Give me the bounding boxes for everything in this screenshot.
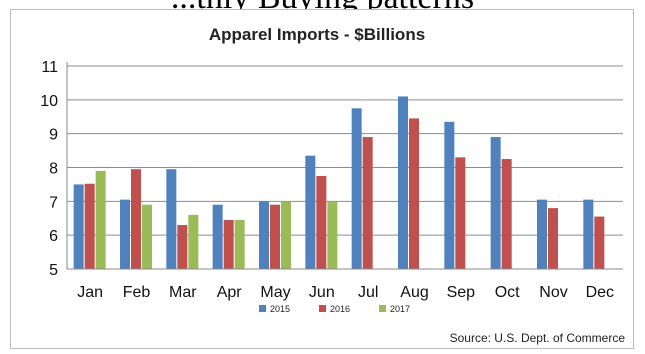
axes: 5 6 7 8 9 10 11 Jan Feb Mar Apr May Jun Jul Aug Sep Oct N… xyxy=(40,59,623,301)
bar-2015-apr xyxy=(212,204,223,269)
x-tick-label: May xyxy=(260,284,290,301)
legend-swatch-2016 xyxy=(319,305,326,312)
x-tick-label: Jun xyxy=(309,284,335,301)
bars xyxy=(73,96,605,270)
gridlines xyxy=(67,65,623,236)
bar-2016-apr xyxy=(223,219,234,269)
source-note: Source: U.S. Dept. of Commerce xyxy=(450,331,626,345)
bar-2015-dec xyxy=(583,199,594,269)
bar-2017-apr xyxy=(234,219,245,269)
legend-swatch-2017 xyxy=(379,305,386,312)
y-tick-label: 6 xyxy=(49,228,58,245)
bar-2015-sep xyxy=(444,121,455,269)
bar-2015-nov xyxy=(537,199,547,269)
bar-2016-jun xyxy=(316,175,327,269)
bar-2016-jan xyxy=(84,183,95,269)
bar-2015-feb xyxy=(120,199,130,269)
bar-2017-mar xyxy=(188,214,199,269)
bar-2015-may xyxy=(259,201,269,269)
legend-swatch-2015 xyxy=(259,305,266,312)
bar-2017-may xyxy=(281,201,291,269)
legend-label-2016: 2016 xyxy=(330,304,350,314)
y-tick-label: 8 xyxy=(49,161,58,178)
x-tick-label: Sep xyxy=(447,284,476,301)
chart-title: Apparel Imports - $Billions xyxy=(209,25,425,44)
legend: 2015 2016 2017 xyxy=(259,304,410,314)
y-tick-label: 7 xyxy=(49,194,58,211)
y-tick-label: 11 xyxy=(41,59,58,76)
x-tick-label: Oct xyxy=(495,284,520,301)
bar-2015-aug xyxy=(398,96,408,269)
chart-frame: Apparel Imports - $Billions 5 6 7 8 9 10 11 Jan… xyxy=(10,9,634,349)
x-tick-label: Jul xyxy=(358,284,378,301)
bar-2015-mar xyxy=(166,169,177,269)
bar-2016-jul xyxy=(362,137,373,269)
x-tick-label: Dec xyxy=(586,284,614,301)
y-tick-label: 9 xyxy=(49,127,58,144)
x-tick-label: Mar xyxy=(169,284,197,301)
bar-2016-nov xyxy=(548,208,558,269)
x-tick-label: Aug xyxy=(400,284,428,301)
bar-2016-mar xyxy=(177,225,188,269)
x-tick-label: Jan xyxy=(77,284,103,301)
legend-label-2017: 2017 xyxy=(390,304,410,314)
x-tick-label: Nov xyxy=(539,284,567,301)
bar-2015-oct xyxy=(490,137,501,269)
bar-2016-feb xyxy=(131,169,141,269)
bar-2016-sep xyxy=(455,157,466,269)
bar-2015-jul xyxy=(351,108,362,270)
y-tick-label: 10 xyxy=(40,93,58,110)
bar-2016-may xyxy=(270,204,280,269)
bar-2016-aug xyxy=(409,118,419,269)
bar-2015-jan xyxy=(73,184,84,269)
x-tick-label: Apr xyxy=(217,284,243,301)
bar-2015-jun xyxy=(305,155,316,269)
bar-2016-oct xyxy=(501,159,512,269)
bar-2017-feb xyxy=(142,204,152,269)
y-tick-label: 5 xyxy=(49,262,58,279)
legend-label-2015: 2015 xyxy=(270,304,290,314)
bar-chart: Apparel Imports - $Billions 5 6 7 8 9 10 11 Jan… xyxy=(40,25,626,345)
bar-2017-jan xyxy=(95,170,106,269)
bar-2016-dec xyxy=(594,216,605,269)
bar-2017-jun xyxy=(327,201,338,269)
x-tick-label: Feb xyxy=(123,284,151,301)
